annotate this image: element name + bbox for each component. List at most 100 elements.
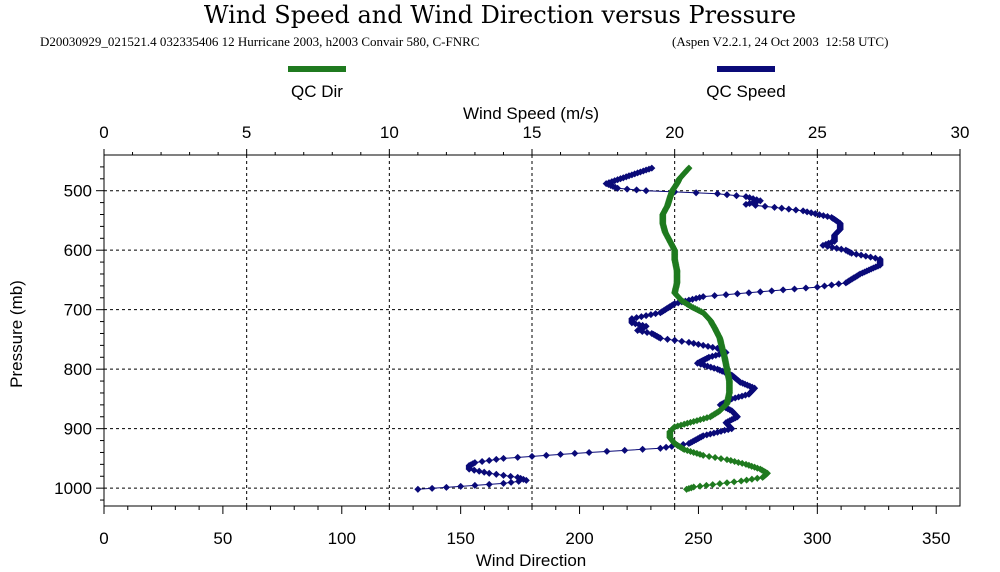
data-point-qc-speed bbox=[802, 284, 810, 292]
data-point-qc-speed bbox=[470, 466, 478, 474]
y-axis-title: Pressure (mb) bbox=[7, 280, 26, 388]
data-point-qc-speed bbox=[642, 187, 650, 195]
data-point-qc-speed bbox=[499, 454, 508, 462]
data-point-qc-speed bbox=[785, 205, 793, 213]
data-point-qc-speed bbox=[643, 328, 651, 337]
data-point-qc-speed bbox=[542, 451, 550, 459]
data-point-qc-dir bbox=[753, 474, 761, 482]
data-point-qc-dir bbox=[730, 478, 738, 486]
series bbox=[414, 164, 884, 493]
data-point-qc-speed bbox=[485, 456, 493, 465]
data-point-qc-speed bbox=[478, 457, 486, 466]
flight-info-subtitle: D20030929_021521.4 032335406 12 Hurrican… bbox=[40, 34, 480, 49]
data-point-qc-speed bbox=[499, 471, 508, 479]
bottom-tick-label: 50 bbox=[213, 529, 232, 548]
data-point-qc-dir bbox=[737, 477, 745, 485]
data-point-qc-speed bbox=[813, 283, 821, 291]
data-point-qc-speed bbox=[833, 244, 841, 252]
data-point-qc-speed bbox=[522, 476, 530, 484]
data-point-qc-speed bbox=[638, 327, 646, 336]
data-point-qc-speed bbox=[639, 445, 647, 453]
bottom-tick-label: 250 bbox=[684, 529, 712, 548]
software-version-subtitle: (Aspen V2.2.1, 24 Oct 2003 12:58 UTC) bbox=[672, 34, 889, 49]
data-point-qc-speed bbox=[442, 483, 450, 491]
data-point-qc-dir bbox=[711, 453, 719, 462]
grid bbox=[104, 155, 960, 506]
data-point-qc-speed bbox=[414, 485, 422, 493]
top-tick-label: 5 bbox=[242, 123, 251, 142]
axis-ticks: 0 5 10 15 20 25 300 50 100 150 200 250 300 3505006007… bbox=[54, 123, 969, 548]
bottom-tick-label: 300 bbox=[803, 529, 831, 548]
data-point-qc-speed bbox=[556, 450, 565, 458]
data-point-qc-speed bbox=[471, 481, 479, 489]
bottom-tick-label: 200 bbox=[565, 529, 593, 548]
y-tick-label: 1000 bbox=[54, 479, 92, 498]
y-tick-label: 500 bbox=[64, 182, 92, 201]
data-point-qc-speed bbox=[835, 280, 843, 288]
legend-label-qc-speed: QC Speed bbox=[706, 82, 785, 101]
data-point-qc-speed bbox=[633, 186, 641, 194]
bottom-tick-label: 100 bbox=[328, 529, 356, 548]
data-point-qc-speed bbox=[768, 287, 776, 295]
data-point-qc-speed bbox=[662, 443, 670, 451]
data-point-qc-speed bbox=[842, 279, 850, 287]
data-point-qc-speed bbox=[862, 252, 870, 260]
data-point-qc-speed bbox=[678, 337, 686, 345]
data-point-qc-speed bbox=[732, 192, 741, 200]
top-tick-label: 30 bbox=[951, 123, 970, 142]
data-point-qc-speed bbox=[848, 249, 856, 257]
y-tick-label: 900 bbox=[64, 420, 92, 439]
data-point-qc-speed bbox=[711, 292, 719, 300]
data-point-qc-speed bbox=[652, 310, 660, 318]
data-point-qc-speed bbox=[745, 289, 753, 297]
data-point-qc-dir bbox=[709, 481, 717, 489]
top-tick-label: 0 bbox=[99, 123, 108, 142]
data-point-qc-speed bbox=[507, 472, 515, 480]
data-point-qc-speed bbox=[614, 184, 622, 192]
data-point-qc-speed bbox=[770, 203, 779, 211]
data-point-qc-speed bbox=[465, 465, 473, 473]
top-tick-label: 10 bbox=[380, 123, 399, 142]
bottom-tick-label: 150 bbox=[446, 529, 474, 548]
legend: QC Dir QC Speed bbox=[288, 66, 786, 101]
data-point-qc-speed bbox=[485, 480, 493, 488]
data-point-qc-speed bbox=[779, 286, 787, 294]
data-point-qc-speed bbox=[623, 185, 631, 193]
data-point-qc-speed bbox=[852, 250, 860, 258]
data-point-qc-speed bbox=[819, 241, 827, 249]
legend-swatch-qc-dir bbox=[288, 66, 346, 72]
data-point-qc-speed bbox=[867, 253, 875, 261]
data-point-qc-speed bbox=[761, 202, 769, 210]
data-point-qc-speed bbox=[742, 200, 750, 208]
data-point-qc-dir bbox=[717, 455, 725, 463]
bottom-axis-title: Wind Direction bbox=[476, 551, 587, 570]
data-point-qc-speed bbox=[694, 340, 702, 348]
data-point-qc-speed bbox=[485, 469, 493, 477]
data-point-qc-speed bbox=[528, 452, 536, 460]
top-tick-label: 20 bbox=[665, 123, 684, 142]
data-point-qc-dir bbox=[723, 479, 731, 487]
data-point-qc-speed bbox=[828, 281, 836, 289]
data-point-qc-speed bbox=[690, 339, 698, 347]
data-point-qc-speed bbox=[663, 335, 672, 343]
data-point-qc-speed bbox=[571, 449, 579, 457]
plot-frame bbox=[103, 154, 961, 507]
data-point-qc-speed bbox=[857, 251, 865, 259]
y-tick-label: 700 bbox=[64, 301, 92, 320]
data-point-qc-speed bbox=[603, 447, 611, 455]
data-point-qc-speed bbox=[507, 478, 515, 486]
data-point-qc-speed bbox=[492, 470, 500, 478]
top-tick-label: 25 bbox=[808, 123, 827, 142]
y-tick-label: 800 bbox=[64, 360, 92, 379]
data-point-qc-speed bbox=[778, 204, 786, 212]
data-point-qc-speed bbox=[499, 479, 508, 487]
data-point-qc-speed bbox=[475, 467, 483, 475]
data-point-qc-speed bbox=[621, 446, 629, 454]
legend-label-qc-dir: QC Dir bbox=[291, 82, 343, 101]
data-point-qc-dir bbox=[748, 475, 756, 483]
data-point-qc-speed bbox=[457, 482, 465, 490]
data-point-qc-dir bbox=[705, 452, 713, 461]
data-point-qc-speed bbox=[756, 288, 764, 296]
data-point-qc-dir bbox=[702, 481, 710, 489]
